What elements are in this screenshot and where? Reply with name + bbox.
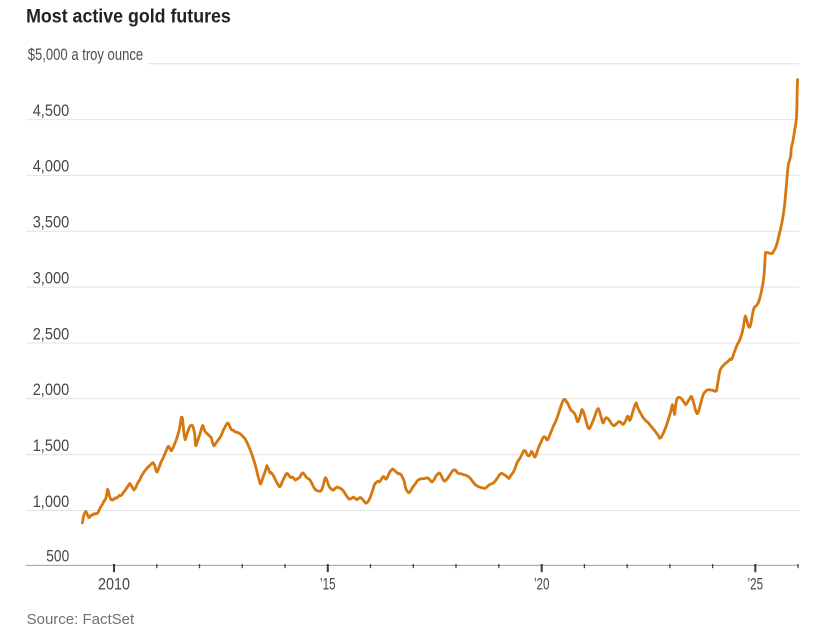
svg-text:$5,000 a troy ounce: $5,000 a troy ounce — [28, 46, 143, 64]
svg-text:Most active gold futures: Most active gold futures — [26, 7, 231, 28]
svg-text:’25: ’25 — [748, 576, 764, 594]
svg-text:’20: ’20 — [534, 576, 550, 594]
svg-text:3,000: 3,000 — [33, 269, 70, 287]
svg-text:Source: FactSet: Source: FactSet — [27, 611, 135, 628]
svg-text:3,500: 3,500 — [33, 214, 70, 232]
svg-text:2,500: 2,500 — [33, 325, 70, 343]
svg-text:4,500: 4,500 — [33, 102, 70, 120]
svg-text:500: 500 — [46, 548, 69, 566]
svg-text:1,500: 1,500 — [33, 437, 70, 455]
svg-text:1,000: 1,000 — [33, 493, 70, 511]
svg-text:2,000: 2,000 — [33, 381, 70, 399]
svg-text:’15: ’15 — [320, 576, 336, 594]
svg-text:2010: 2010 — [98, 576, 130, 594]
svg-text:4,000: 4,000 — [33, 158, 70, 176]
